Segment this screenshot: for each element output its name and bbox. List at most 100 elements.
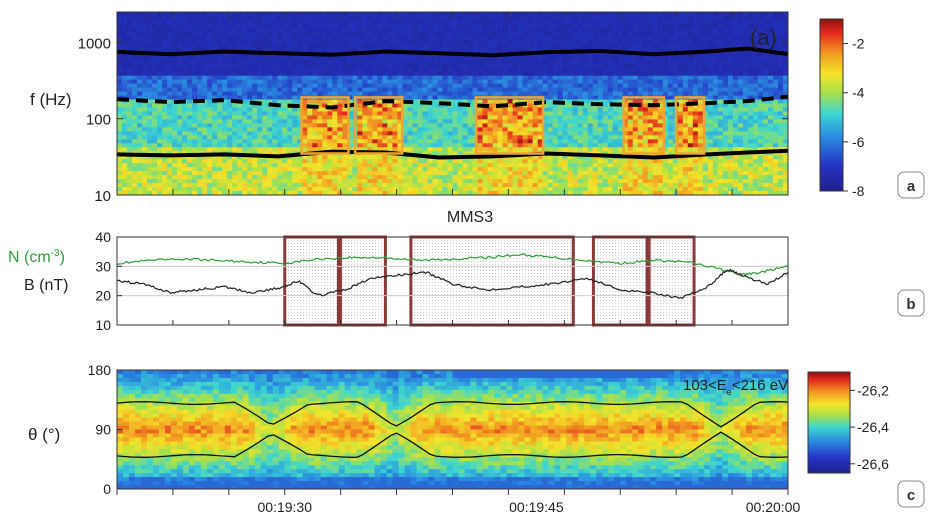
spectrogram-cell xyxy=(307,115,313,121)
spectrogram-cell xyxy=(332,55,338,61)
spectrogram-cell xyxy=(592,135,599,140)
spectrogram-cell xyxy=(187,63,193,69)
spectrogram-cell xyxy=(417,163,424,168)
spectrogram-cell xyxy=(407,167,414,172)
spectrogram-cell xyxy=(282,87,288,93)
spectrogram-cell xyxy=(242,127,248,132)
spectrogram-cell xyxy=(352,191,358,195)
spectrogram-cell xyxy=(132,167,138,172)
spectrogram-cell xyxy=(262,167,268,172)
spectrogram-cell xyxy=(482,147,489,152)
spectrogram-cell xyxy=(137,143,143,148)
spectrogram-cell xyxy=(467,67,474,73)
spectrogram-cell xyxy=(122,35,128,41)
spectrogram-cell xyxy=(377,107,383,113)
spectrogram-cell xyxy=(622,83,629,89)
spectrogram-cell xyxy=(402,15,409,21)
spectrogram-cell xyxy=(307,83,313,89)
spectrogram-cell xyxy=(547,71,554,77)
spectrogram-cell xyxy=(237,167,243,172)
spectrogram-cell xyxy=(242,135,248,140)
spectrogram-cell xyxy=(407,39,414,45)
spectrogram-cell xyxy=(177,87,183,93)
spectrogram-cell xyxy=(297,147,303,152)
spectrogram-cell xyxy=(482,83,489,89)
spectrogram-cell xyxy=(187,123,193,128)
spectrogram-cell xyxy=(632,163,639,168)
spectrogram-cell xyxy=(622,147,629,152)
spectrogram-cell xyxy=(487,127,494,132)
spectrogram-cell xyxy=(502,87,509,93)
spectrogram-cell xyxy=(202,12,208,17)
spectrogram-cell xyxy=(417,111,424,117)
spectrogram-cell xyxy=(557,83,564,89)
spectrogram-cell xyxy=(472,55,479,61)
spectrogram-cell xyxy=(227,191,233,195)
spectrogram-cell xyxy=(322,107,328,113)
spectrogram-cell xyxy=(332,15,338,21)
spectrogram-cell xyxy=(137,12,143,17)
spectrogram-cell xyxy=(582,191,589,195)
spectrogram-cell xyxy=(552,43,559,49)
spectrogram-cell xyxy=(262,91,268,97)
spectrogram-cell xyxy=(182,12,188,17)
spectrogram-cell xyxy=(527,27,534,33)
spectrogram-cell xyxy=(347,115,353,121)
spectrogram-cell xyxy=(577,15,584,21)
spectrogram-cell xyxy=(362,79,368,85)
spectrogram-cell xyxy=(282,43,288,49)
spectrogram-cell xyxy=(252,27,258,33)
spectrogram-cell xyxy=(497,179,504,184)
spectrogram-cell xyxy=(607,87,614,93)
spectrogram-cell xyxy=(627,107,634,113)
spectrogram-cell xyxy=(432,63,439,69)
spectrogram-cell xyxy=(302,119,308,124)
spectrogram-cell xyxy=(562,175,569,180)
spectrogram-cell xyxy=(577,31,584,37)
spectrogram-cell xyxy=(532,103,539,109)
spectrogram-cell xyxy=(282,55,288,61)
spectrogram-cell xyxy=(207,155,213,160)
spectrogram-cell xyxy=(302,67,308,73)
spectrogram-cell xyxy=(267,63,273,69)
spectrogram-cell xyxy=(252,23,258,29)
spectrogram-cell xyxy=(627,31,634,37)
spectrogram-cell xyxy=(402,143,409,148)
spectrogram-cell xyxy=(557,103,564,109)
spectrogram-cell xyxy=(457,191,464,195)
spectrogram-cell xyxy=(172,107,178,113)
spectrogram-cell xyxy=(317,139,323,144)
spectrogram-cell xyxy=(652,119,659,124)
spectrogram-cell xyxy=(282,131,288,136)
spectrogram-cell xyxy=(507,39,514,45)
spectrogram-cell xyxy=(557,55,564,61)
spectrogram-cell xyxy=(207,131,213,136)
spectrogram-cell xyxy=(427,191,434,195)
spectrogram-cell xyxy=(557,119,564,124)
spectrogram-cell xyxy=(327,123,333,128)
spectrogram-cell xyxy=(152,99,158,105)
spectrogram-cell xyxy=(492,15,499,21)
spectrogram-cell xyxy=(137,171,143,176)
spectrogram-cell xyxy=(187,59,193,65)
spectrogram-cell xyxy=(527,19,534,25)
spectrogram-cell xyxy=(647,12,654,17)
spectrogram-cell xyxy=(417,83,424,89)
spectrogram-cell xyxy=(132,103,138,109)
spectrogram-cell xyxy=(172,47,178,53)
spectrogram-cell xyxy=(527,99,534,105)
spectrogram-cell xyxy=(232,63,238,69)
spectrogram-cell xyxy=(582,127,589,132)
spectrogram-cell xyxy=(657,71,664,77)
spectrogram-cell xyxy=(507,187,514,192)
spectrogram-cell xyxy=(307,79,313,85)
spectrogram-cell xyxy=(517,87,524,93)
spectrogram-cell xyxy=(237,87,243,93)
spectrogram-cell xyxy=(537,139,544,144)
spectrogram-cell xyxy=(602,119,609,124)
spectrogram-cell xyxy=(572,79,579,85)
spectrogram-cell xyxy=(317,123,323,128)
spectrogram-cell xyxy=(157,79,163,85)
spectrogram-cell xyxy=(432,167,439,172)
spectrogram-cell xyxy=(527,47,534,53)
